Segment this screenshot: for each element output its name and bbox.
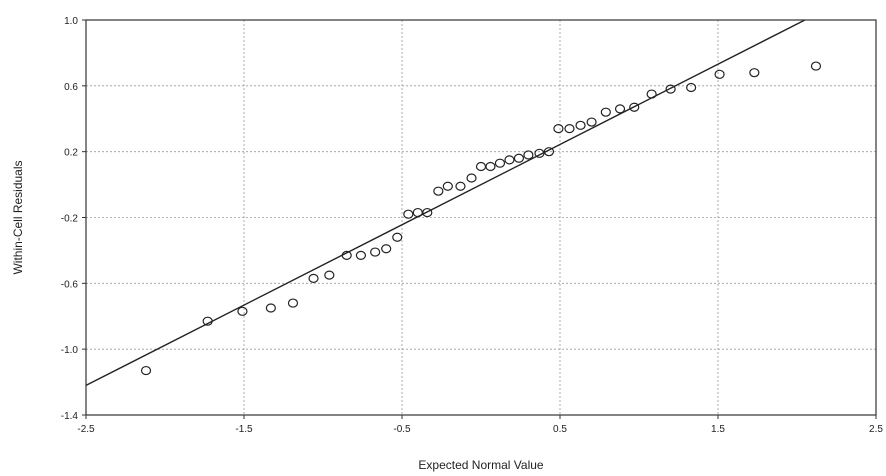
data-point [614,104,626,114]
data-point [287,298,299,308]
data-point [714,69,725,79]
y-tick-label: -0.2 [61,214,79,225]
data-point [370,247,381,257]
data-point [534,148,545,158]
data-point [665,84,676,94]
data-point [140,365,152,376]
x-tick-label: 2.5 [869,424,883,435]
data-point [381,244,392,254]
data-point [308,273,319,283]
data-point [341,250,352,260]
y-tick-label: -1.4 [61,411,79,422]
x-tick-label: -1.5 [235,424,253,435]
x-axis-label: Expected Normal Value [418,458,544,472]
data-point [442,181,453,191]
data-point [412,207,423,218]
data-point [513,153,525,163]
data-point [810,61,822,71]
data-point [523,150,534,160]
reference-line-layer [85,19,806,386]
data-point [475,161,487,172]
y-tick-labels: 1.0 0.6 0.2 -0.2 -0.6 -1.0 -1.4 [61,16,86,422]
data-point [749,68,760,78]
data-point [543,147,555,157]
x-tick-label: -2.5 [77,424,95,435]
data-point [629,102,640,112]
y-tick-label: -0.6 [61,279,79,290]
data-point [265,303,276,313]
data-point [485,161,496,172]
y-tick-label: 0.6 [64,82,78,93]
data-point [564,124,575,134]
data-points [140,61,822,376]
x-tick-label: 0.5 [553,424,567,435]
grid-lines [86,20,876,415]
data-point [403,209,414,219]
x-tick-labels: -2.5 -1.5 -0.5 0.5 1.5 2.5 [77,415,883,435]
data-point [237,306,248,316]
x-tick-label: 1.5 [711,424,725,435]
data-point [586,117,597,127]
data-point [455,181,466,191]
data-point [686,82,697,93]
plot-frame [85,19,877,416]
normal-reference-line [85,19,806,386]
data-point [466,173,477,183]
data-point [324,270,335,280]
y-tick-label: -1.0 [61,345,79,356]
data-point [433,186,444,196]
data-point [202,316,213,326]
data-point [355,250,367,260]
data-point [600,107,611,117]
data-point [392,232,403,242]
y-tick-label: 1.0 [64,16,78,27]
y-axis-label: Within-Cell Residuals [11,160,25,274]
x-tick-label: -0.5 [393,424,411,435]
data-point [646,89,657,99]
data-point [504,155,515,165]
data-point [422,207,433,218]
data-point [575,120,586,130]
data-point [553,124,564,134]
y-tick-label: 0.2 [64,148,78,159]
data-point [494,158,506,168]
